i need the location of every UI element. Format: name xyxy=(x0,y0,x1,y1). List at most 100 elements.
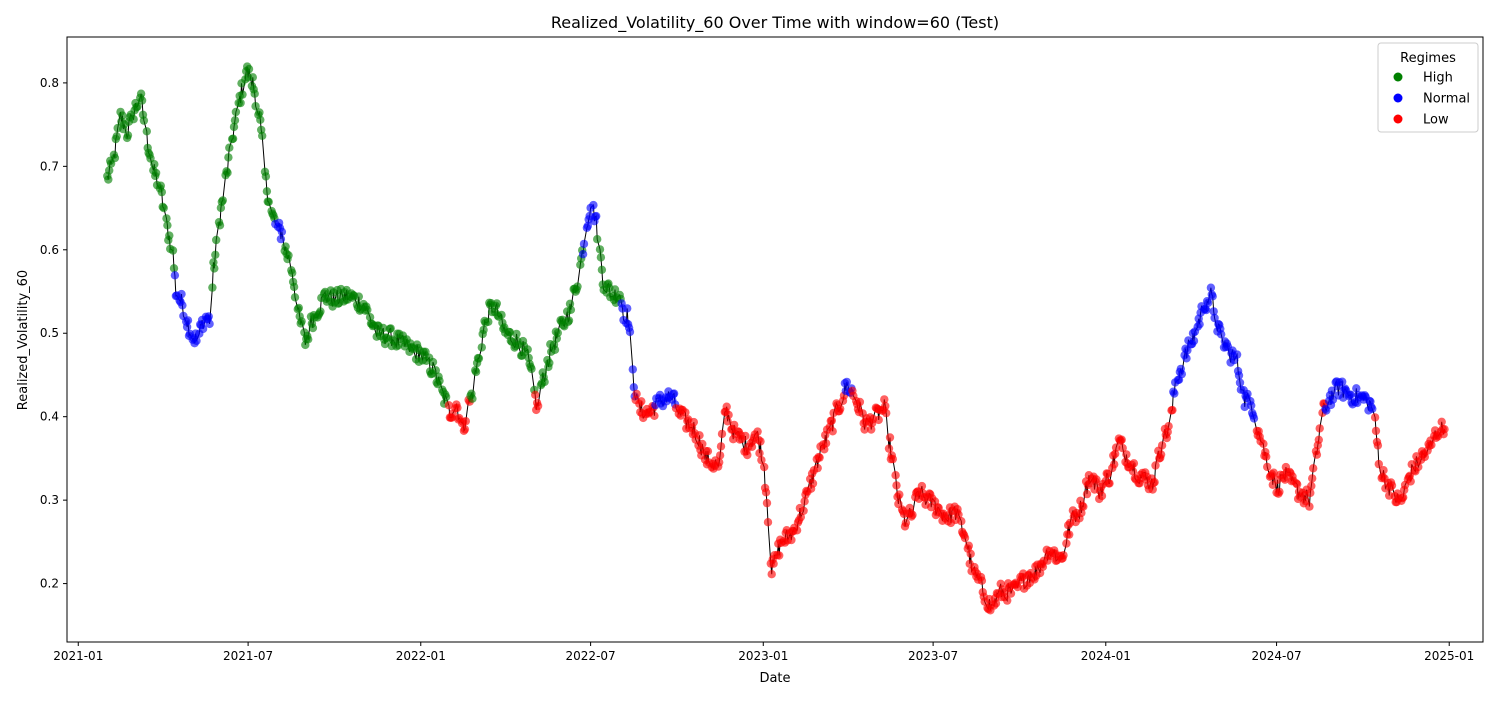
data-point-normal xyxy=(592,211,601,221)
data-point-low xyxy=(632,389,641,399)
data-point-normal xyxy=(1234,371,1244,380)
data-point-low xyxy=(1379,466,1388,475)
data-point-high xyxy=(564,316,574,325)
data-point-low xyxy=(1148,485,1157,494)
legend: Regimes High Normal Low xyxy=(1377,42,1479,133)
data-point-low xyxy=(1118,443,1127,453)
data-point-low xyxy=(763,518,773,527)
data-point-normal xyxy=(1183,346,1192,355)
data-point-low xyxy=(1117,435,1126,444)
data-point-high xyxy=(471,367,481,377)
data-point-high xyxy=(479,325,488,335)
data-point-high xyxy=(435,376,444,385)
data-point-normal xyxy=(1202,305,1211,315)
data-point-low xyxy=(1062,539,1071,548)
data-point-low xyxy=(813,463,822,473)
data-point-normal xyxy=(1217,330,1226,339)
data-point-low xyxy=(730,420,739,430)
data-point-normal xyxy=(1352,384,1361,393)
y-tick-label: 0.4 xyxy=(40,410,59,424)
data-point-low xyxy=(767,570,776,579)
x-tick-label: 2021-07 xyxy=(223,649,273,663)
data-point-high xyxy=(256,115,265,125)
x-tick-label: 2025-01 xyxy=(1424,649,1474,663)
data-point-normal xyxy=(177,289,186,299)
x-tick-label: 2021-01 xyxy=(53,649,103,663)
data-point-high xyxy=(262,187,272,196)
data-point-low xyxy=(1414,462,1423,472)
data-point-normal xyxy=(192,336,201,345)
data-point-low xyxy=(1157,441,1167,450)
data-point-low xyxy=(1305,502,1314,511)
data-point-high xyxy=(354,292,363,301)
data-point-high xyxy=(250,89,259,98)
data-point-low xyxy=(1156,450,1166,459)
data-point-low xyxy=(895,490,904,499)
data-point-low xyxy=(1082,489,1092,499)
data-point-low xyxy=(769,559,778,568)
data-point-high xyxy=(610,285,620,294)
data-point-high xyxy=(223,168,232,177)
data-point-low xyxy=(1374,459,1384,469)
data-point-normal xyxy=(276,234,286,244)
data-point-high xyxy=(231,107,241,117)
data-point-low xyxy=(757,455,766,465)
data-point-low xyxy=(1373,441,1383,450)
data-point-high xyxy=(596,253,606,262)
data-point-low xyxy=(724,410,733,420)
data-point-low xyxy=(1263,462,1272,472)
data-point-normal xyxy=(669,389,679,398)
data-point-low xyxy=(1059,551,1068,560)
data-point-high xyxy=(573,282,582,291)
data-point-low xyxy=(717,429,727,439)
data-point-low xyxy=(715,451,725,460)
data-point-high xyxy=(566,305,576,314)
data-point-low xyxy=(1387,481,1397,490)
data-point-low xyxy=(1111,449,1120,458)
data-point-high xyxy=(553,328,562,338)
data-point-normal xyxy=(1177,369,1187,379)
data-point-low xyxy=(799,506,808,515)
data-point-low xyxy=(901,518,911,528)
data-point-normal xyxy=(1195,320,1204,329)
x-axis: 2021-01 2021-07 2022-01 2022-07 2023-01 2023-… xyxy=(53,642,1474,663)
data-point-low xyxy=(874,415,883,425)
data-point-high xyxy=(238,90,247,99)
data-point-normal xyxy=(1209,307,1218,316)
data-point-high xyxy=(136,89,146,98)
data-point-low xyxy=(1128,467,1138,476)
data-point-normal xyxy=(205,319,214,329)
data-point-normal xyxy=(589,200,598,210)
data-point-high xyxy=(428,357,438,367)
legend-entry-low: Low xyxy=(1393,113,1449,128)
data-point-low xyxy=(1371,426,1381,436)
data-point-low xyxy=(796,512,805,522)
data-point-low xyxy=(815,453,824,462)
x-tick-label: 2023-01 xyxy=(738,649,788,663)
data-point-normal xyxy=(629,383,638,392)
x-tick-label: 2023-07 xyxy=(908,649,958,663)
data-point-low xyxy=(1164,422,1173,431)
data-point-low xyxy=(1420,452,1430,462)
data-point-low xyxy=(792,526,802,535)
x-tick-label: 2022-01 xyxy=(396,649,446,663)
data-point-high xyxy=(431,366,440,375)
data-point-high xyxy=(230,116,240,125)
y-axis-label: Realized_Volatility_60 xyxy=(16,270,31,410)
data-point-low xyxy=(828,427,837,436)
data-point-high xyxy=(218,196,227,205)
data-point-low xyxy=(1065,530,1074,539)
legend-marker xyxy=(1393,72,1403,82)
data-point-high xyxy=(468,394,477,403)
legend-marker xyxy=(1393,93,1403,103)
data-point-low xyxy=(882,408,891,418)
data-point-high xyxy=(151,168,161,178)
data-point-high xyxy=(104,175,113,184)
data-point-high xyxy=(118,111,127,120)
data-point-low xyxy=(1427,440,1436,450)
data-point-high xyxy=(133,102,142,111)
x-tick-label: 2024-01 xyxy=(1081,649,1131,663)
data-point-low xyxy=(681,408,690,417)
data-point-high xyxy=(477,343,486,352)
data-point-normal xyxy=(1327,386,1337,395)
